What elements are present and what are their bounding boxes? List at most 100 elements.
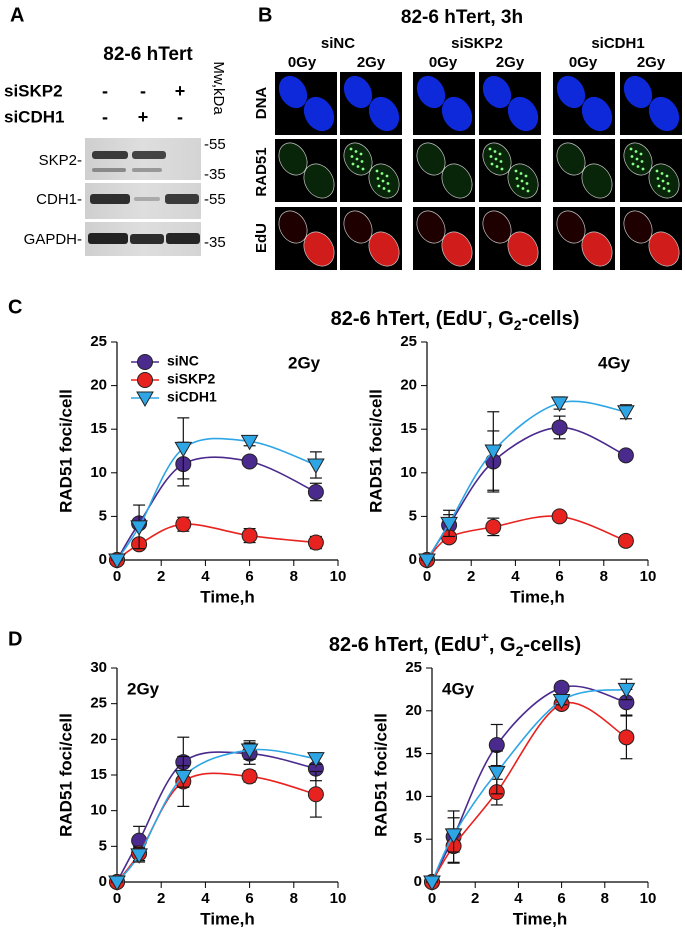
series-line: [116, 772, 317, 883]
nucleus: [278, 75, 308, 109]
dose-label: 2Gy: [357, 54, 386, 71]
focus: [520, 179, 524, 183]
marker: [307, 786, 324, 803]
marker: [485, 518, 502, 535]
y-tick-label: 20: [90, 730, 107, 747]
focus: [495, 165, 499, 168]
y-tick-label: 15: [90, 766, 107, 783]
title-sub: 2: [514, 317, 522, 333]
focus: [666, 182, 670, 185]
x-axis-label: Time,h: [200, 909, 254, 928]
focus: [515, 177, 519, 180]
focus: [636, 165, 640, 168]
marker: [241, 453, 258, 470]
nucleus: [581, 96, 613, 132]
title-sup: -: [482, 303, 487, 319]
nucleus-outline: [441, 163, 473, 199]
focus: [641, 167, 645, 171]
nucleus: [648, 96, 680, 132]
y-tick-label: 25: [400, 333, 417, 350]
focus: [375, 169, 379, 173]
focus: [657, 184, 661, 188]
series-line: [116, 751, 317, 883]
marker: [484, 444, 503, 461]
focus: [377, 184, 381, 188]
focus: [525, 182, 529, 185]
x-axis-label: Time,h: [510, 587, 564, 606]
blot-title: 82-6 hTert: [103, 44, 193, 65]
marker: [618, 729, 635, 746]
y-tick-label: 15: [405, 745, 422, 762]
marker: [307, 752, 325, 768]
focus: [350, 155, 354, 158]
y-tick-label: 25: [90, 695, 107, 712]
nucleus-outline: [556, 210, 586, 244]
x-tick-label: 10: [640, 890, 657, 907]
marker: [307, 534, 324, 551]
annotation: 4Gy: [598, 353, 631, 372]
mw-marker: -55: [204, 191, 226, 208]
marker: [423, 875, 441, 892]
focus: [386, 182, 390, 185]
dose-label: 0Gy: [569, 54, 598, 71]
nucleus-outline: [278, 142, 308, 176]
title-part: 82-6 hTert, (EdU: [331, 308, 483, 330]
legend-label: siCDH1: [167, 389, 217, 405]
title-part: -cells): [522, 308, 580, 330]
x-tick-label: 0: [428, 890, 436, 907]
focus: [349, 147, 353, 151]
marker: [487, 765, 506, 782]
focus: [351, 162, 355, 166]
title-part: -cells): [523, 634, 581, 656]
nucleus-outline: [416, 142, 446, 176]
panel-label: D: [8, 628, 22, 650]
focus: [639, 152, 643, 156]
nucleus: [623, 75, 653, 109]
y-tick-label: 5: [409, 507, 417, 524]
marker: [551, 419, 568, 436]
focus: [630, 155, 634, 158]
sign: +: [175, 81, 186, 101]
group-label: siNC: [321, 35, 355, 52]
y-tick-label: 15: [90, 420, 107, 437]
x-tick-label: 4: [201, 890, 210, 907]
marker: [553, 679, 570, 696]
marker: [174, 769, 193, 786]
focus: [498, 152, 502, 156]
focus: [524, 174, 528, 178]
chart: 0 5 10 15 20 25 0 2 4 6 8 10 Time,h RAD51 foci/cell 4G…: [371, 659, 656, 929]
focus: [387, 189, 391, 193]
x-tick-label: 0: [423, 568, 431, 585]
y-tick-label: 20: [405, 702, 422, 719]
x-axis-label: Time,h: [200, 587, 254, 606]
focus: [354, 150, 358, 153]
x-tick-label: 8: [290, 568, 298, 585]
marker: [108, 553, 126, 570]
focus: [356, 165, 360, 168]
chart: 0 5 10 15 20 25 30 0 2 4 6 8 10 Time,h RAD51 foci/cell…: [56, 659, 346, 929]
title-part: , G: [489, 634, 516, 656]
nucleus-outline: [368, 231, 400, 267]
marker: [240, 434, 259, 451]
series-line: [426, 426, 627, 561]
legend-marker: [137, 354, 153, 370]
marker: [241, 768, 258, 785]
nucleus-outline: [581, 163, 613, 199]
focus: [359, 152, 363, 156]
x-axis-label: Time,h: [513, 909, 567, 928]
focus: [634, 150, 638, 153]
marker: [617, 682, 636, 699]
focus: [381, 179, 385, 183]
nucleus-outline: [507, 231, 539, 267]
x-tick-label: 6: [245, 890, 253, 907]
focus: [667, 189, 671, 193]
y-tick-label: 20: [400, 377, 417, 394]
series-line: [431, 701, 627, 883]
x-tick-label: 4: [201, 568, 210, 585]
focus: [489, 155, 493, 158]
marker: [241, 527, 258, 544]
nucleus: [441, 96, 473, 132]
legend-label: siNC: [167, 353, 199, 369]
sign: -: [102, 107, 108, 127]
